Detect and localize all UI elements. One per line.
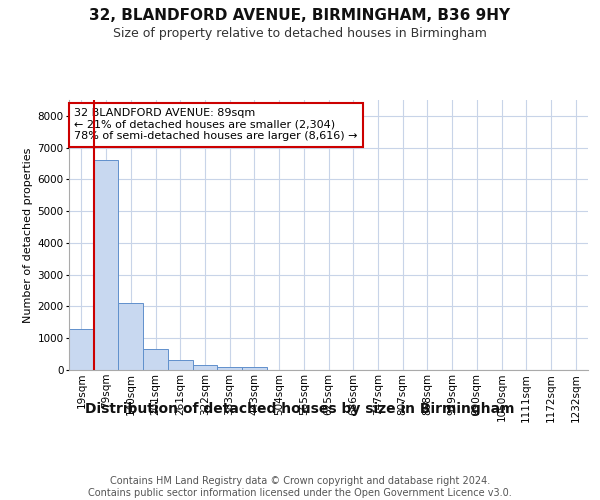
Text: Size of property relative to detached houses in Birmingham: Size of property relative to detached ho… bbox=[113, 28, 487, 40]
Bar bbox=[217, 368, 242, 370]
Bar bbox=[242, 368, 267, 370]
Text: Contains HM Land Registry data © Crown copyright and database right 2024.
Contai: Contains HM Land Registry data © Crown c… bbox=[88, 476, 512, 498]
Text: 32 BLANDFORD AVENUE: 89sqm
← 21% of detached houses are smaller (2,304)
78% of s: 32 BLANDFORD AVENUE: 89sqm ← 21% of deta… bbox=[74, 108, 358, 142]
Y-axis label: Number of detached properties: Number of detached properties bbox=[23, 148, 33, 322]
Bar bbox=[143, 350, 168, 370]
Bar bbox=[168, 360, 193, 370]
Bar bbox=[193, 365, 217, 370]
Text: Distribution of detached houses by size in Birmingham: Distribution of detached houses by size … bbox=[85, 402, 515, 416]
Text: 32, BLANDFORD AVENUE, BIRMINGHAM, B36 9HY: 32, BLANDFORD AVENUE, BIRMINGHAM, B36 9H… bbox=[89, 8, 511, 22]
Bar bbox=[118, 304, 143, 370]
Bar bbox=[69, 328, 94, 370]
Bar bbox=[94, 160, 118, 370]
